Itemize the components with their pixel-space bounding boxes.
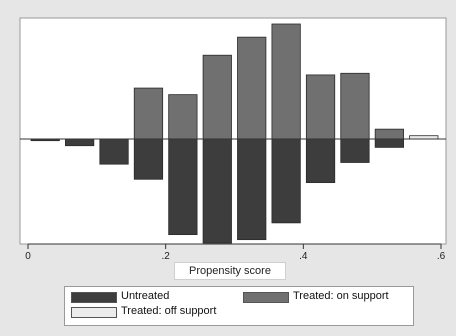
x-axis-title: Propensity score (174, 262, 286, 280)
x-ticks-group: 0 .2 .4 .6 (25, 244, 446, 262)
legend-label-treated-on-support: Treated: on support (293, 290, 389, 302)
legend-swatch-untreated (71, 292, 117, 303)
bar-untreated-1 (65, 138, 95, 147)
bar-treated-on-5 (202, 54, 232, 140)
bar-untreated-7 (271, 138, 301, 224)
bar-treated-on-9 (340, 72, 370, 140)
x-tick-label-1: .2 (161, 251, 170, 262)
bar-untreated-8 (305, 138, 336, 184)
x-tick-label-0: 0 (25, 251, 31, 262)
bar-treated-on-6 (237, 36, 267, 140)
bar-untreated-6 (237, 138, 267, 241)
bar-treated-on-8 (305, 74, 336, 140)
bar-treated-on-3 (133, 87, 164, 140)
legend-swatch-treated-on-support (243, 292, 289, 303)
bar-untreated-4 (168, 138, 198, 236)
x-tick-label-2: .4 (299, 251, 308, 262)
legend-swatch-treated-off-support (71, 307, 117, 318)
bar-untreated-5 (202, 138, 232, 244)
bar-treated-on-4 (168, 94, 198, 140)
legend: Untreated Treated: on support Treated: o… (64, 286, 414, 326)
bar-untreated-9 (340, 138, 370, 163)
legend-label-untreated: Untreated (121, 290, 170, 302)
bar-untreated-3 (133, 138, 164, 180)
legend-label-treated-off-support: Treated: off support (121, 305, 217, 317)
bar-treated-on-7 (271, 23, 301, 140)
bars-group (30, 23, 439, 244)
bar-untreated-2 (99, 138, 129, 165)
bar-treated-on-10 (374, 128, 404, 140)
bar-untreated-10 (374, 138, 404, 148)
x-tick-label-3: .6 (437, 251, 446, 262)
